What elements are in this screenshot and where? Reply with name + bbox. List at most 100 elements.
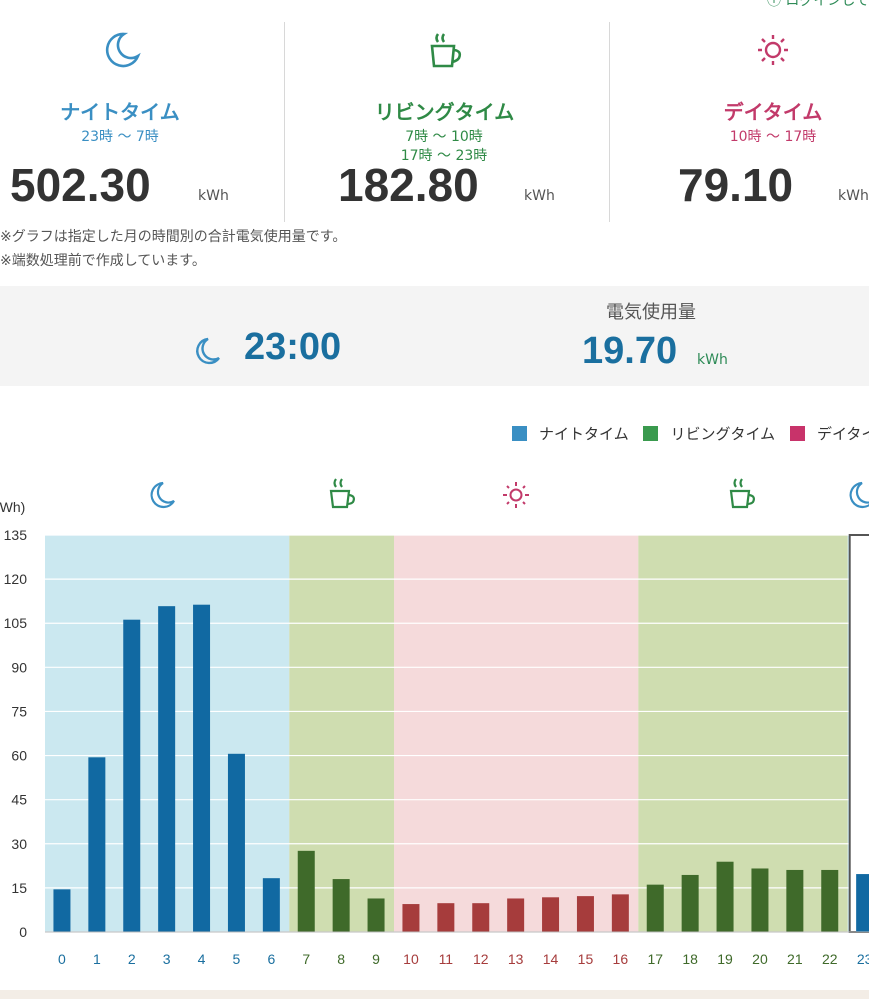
bar-hour-19 (716, 861, 734, 932)
bar-hour-21 (786, 869, 804, 932)
x-tick-label: 10 (403, 951, 419, 967)
x-tick-label: 17 (647, 951, 663, 967)
bar-hour-12 (472, 903, 490, 932)
summary-living: リビングタイム 7時 〜 10時 17時 〜 23時 182.80 kWh (327, 20, 567, 225)
bar-hour-4 (193, 604, 211, 932)
y-tick-label: 30 (11, 836, 27, 852)
day-range: 10時 〜 17時 (729, 129, 817, 145)
x-tick-label: 5 (233, 951, 241, 967)
night-name: ナイトタイム (60, 100, 180, 124)
bar-hour-16 (611, 894, 629, 932)
y-tick-label: 90 (11, 659, 27, 675)
bar-hour-14 (542, 897, 560, 932)
sun-icon (758, 35, 788, 65)
bar-hour-9 (367, 898, 385, 932)
help-link[interactable]: ⓘ ログインして (767, 0, 869, 10)
x-tick-label: 13 (508, 951, 524, 967)
day-name: デイタイム (723, 100, 823, 124)
selected-value: 19.70 (582, 330, 678, 372)
y-tick-label: 0 (19, 924, 27, 940)
legend-day[interactable]: デイタイム (789, 423, 869, 444)
day-value: 79.10 (678, 159, 794, 211)
y-tick-label: 45 (11, 792, 27, 808)
x-tick-label: 19 (717, 951, 733, 967)
summary-night: ナイトタイム 23時 〜 7時 502.30 kWh (0, 20, 240, 225)
cup-icon (329, 478, 355, 509)
night-range: 23時 〜 7時 (81, 129, 159, 145)
help-link-label[interactable]: ログインして (785, 0, 869, 9)
y-tick-label: 15 (11, 880, 27, 896)
x-tick-label: 7 (302, 951, 310, 967)
cup-icon (430, 33, 462, 68)
bar-hour-18 (681, 874, 699, 932)
selected-info-box (0, 286, 869, 386)
bar-hour-8 (332, 879, 350, 932)
x-tick-label: 11 (439, 951, 454, 967)
day-unit: kWh (838, 188, 869, 204)
x-tick-label: 6 (267, 951, 275, 967)
moon-icon (150, 481, 175, 509)
x-tick-label: 18 (682, 951, 698, 967)
cup-icon (729, 478, 755, 509)
moon-icon (849, 481, 869, 509)
selected-frame (848, 534, 869, 933)
night-unit: kWh (198, 188, 229, 204)
x-tick-label: 22 (822, 951, 838, 967)
living-range-1: 7時 〜 10時 (405, 129, 483, 145)
note-1: ※グラフは指定した月の時間別の合計電気使用量です。 (0, 229, 347, 245)
selected-time: 23:00 (244, 326, 342, 368)
bar-hour-15 (576, 896, 594, 932)
legend-night-label: ナイトタイム (539, 425, 629, 443)
y-tick-label: 135 (4, 527, 28, 543)
bar-hour-23 (856, 874, 869, 932)
x-tick-label: 23 (857, 951, 869, 967)
bar-hour-6 (262, 878, 280, 932)
bar-hour-11 (437, 903, 455, 932)
x-tick-label: 1 (93, 951, 101, 967)
bar-hour-3 (158, 606, 176, 932)
living-unit: kWh (524, 188, 555, 204)
sun-icon-rays (503, 482, 529, 508)
sun-icon (509, 488, 523, 502)
bar-hour-22 (821, 869, 839, 932)
summary-day: デイタイム 10時 〜 17時 79.10 kWh (655, 20, 869, 225)
bar-hour-10 (402, 904, 420, 932)
y-tick-label: 60 (11, 748, 27, 764)
x-tick-label: 14 (543, 951, 559, 967)
legend-day-label: デイタイム (816, 425, 869, 443)
band-day (394, 535, 639, 932)
legend-living-label: リビングタイム (670, 425, 776, 443)
moon-icon (196, 337, 220, 365)
x-tick-label: 3 (163, 951, 171, 967)
divider (284, 22, 285, 222)
bar-hour-2 (123, 619, 141, 932)
bar-hour-13 (507, 898, 525, 932)
hourly-usage-chart: 0153045607590105120135(kWh)0123456789101… (0, 478, 869, 967)
living-value: 182.80 (338, 159, 479, 211)
moon-icon (105, 32, 141, 68)
footer-band (0, 990, 869, 999)
x-tick-label: 8 (337, 951, 345, 967)
x-tick-label: 16 (613, 951, 629, 967)
y-tick-label: 105 (4, 615, 28, 631)
selected-unit: kWh (697, 352, 728, 368)
x-tick-label: 12 (473, 951, 489, 967)
bar-hour-5 (227, 753, 245, 932)
living-range-2: 17時 〜 23時 (400, 148, 488, 164)
note-2: ※端数処理前で作成しています。 (0, 253, 206, 269)
bar-hour-20 (751, 868, 769, 932)
y-tick-label: 120 (4, 571, 28, 587)
bar-hour-0 (53, 889, 71, 932)
y-tick-label: 75 (11, 703, 27, 719)
legend-living[interactable]: リビングタイム (643, 423, 775, 444)
legend-night[interactable]: ナイトタイム (512, 423, 629, 444)
x-tick-label: 0 (58, 951, 66, 967)
x-tick-label: 2 (128, 951, 136, 967)
night-value: 502.30 (10, 159, 151, 211)
x-tick-label: 9 (372, 951, 380, 967)
divider (609, 22, 610, 222)
living-name: リビングタイム (374, 100, 515, 124)
bar-hour-7 (297, 850, 315, 932)
x-tick-label: 20 (752, 951, 768, 967)
x-tick-label: 15 (578, 951, 594, 967)
